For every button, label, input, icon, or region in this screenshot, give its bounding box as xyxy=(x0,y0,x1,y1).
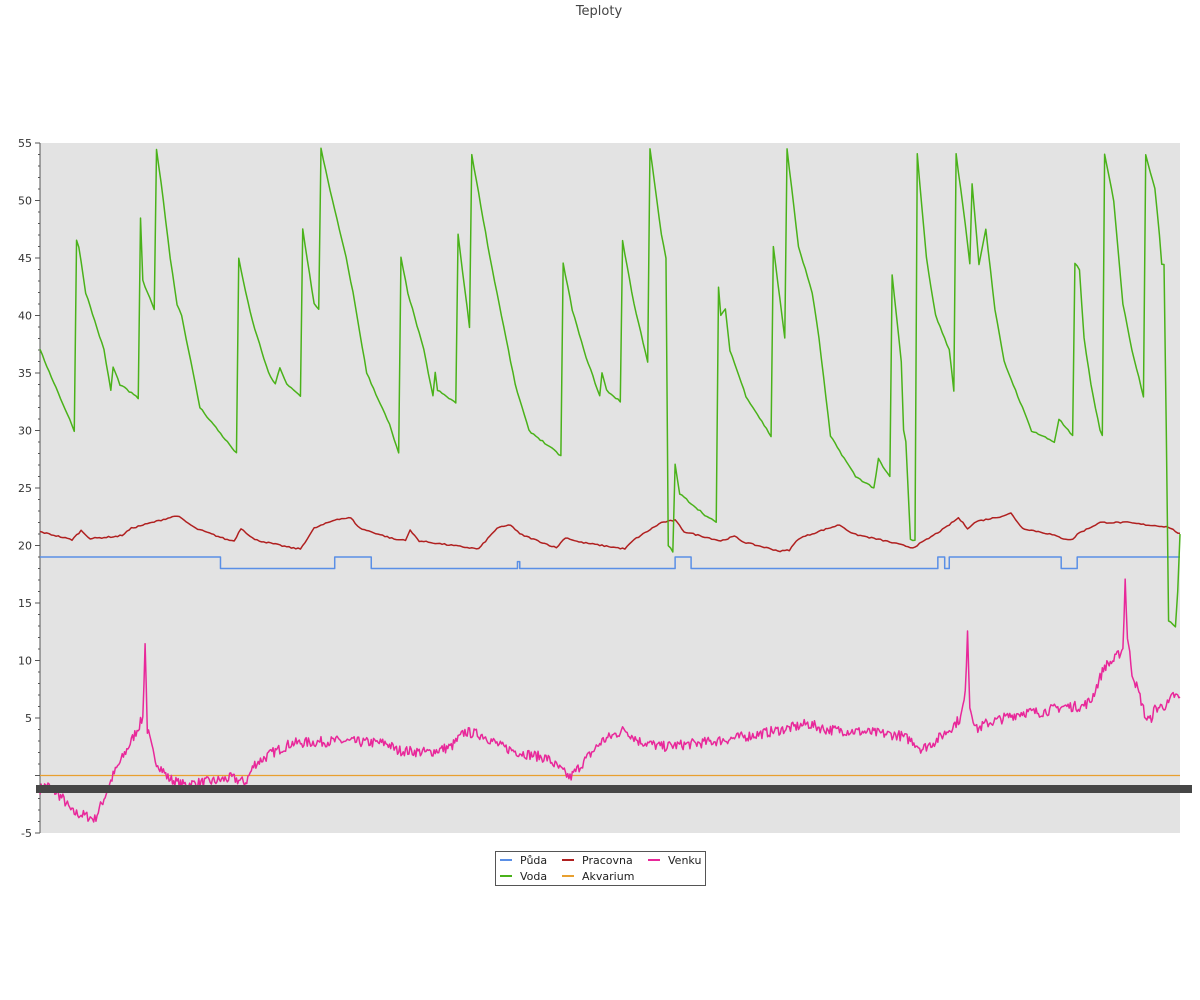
series-line-venku xyxy=(39,578,1181,823)
series-line-půda xyxy=(40,556,1180,570)
y-tick-label: 40 xyxy=(18,310,32,323)
y-tick-label: 50 xyxy=(18,195,32,208)
legend-item-pracovna: Pracovna xyxy=(562,854,633,867)
y-tick-label: 15 xyxy=(18,597,32,610)
legend-label: Pracovna xyxy=(582,854,633,867)
legend-label: Akvarium xyxy=(582,870,634,883)
legend-item-voda: Voda xyxy=(500,870,547,883)
y-tick-label: -5 xyxy=(21,827,32,840)
legend-box xyxy=(495,851,706,886)
y-tick-label: 55 xyxy=(18,137,32,150)
y-axis: -5 5 10 15 20 25 30 35 40 45 50 55 xyxy=(18,137,41,840)
x-tick-labels-overlap-band xyxy=(36,785,1192,793)
series-line-pracovna xyxy=(39,512,1181,553)
legend: Půda Voda Pracovna Akvarium Venku xyxy=(495,851,706,886)
series-line-voda xyxy=(39,147,1181,628)
legend-item-venku: Venku xyxy=(648,854,701,867)
y-tick-label: 20 xyxy=(18,540,32,553)
y-tick-label: 35 xyxy=(18,367,32,380)
legend-label: Půda xyxy=(520,854,547,867)
y-tick-label: 25 xyxy=(18,482,32,495)
series-layer xyxy=(39,147,1181,823)
y-tick-label: 30 xyxy=(18,425,32,438)
y-tick-label: 5 xyxy=(25,712,32,725)
chart-title: Teploty xyxy=(575,4,623,19)
y-tick-label: 45 xyxy=(18,252,32,265)
legend-label: Venku xyxy=(668,854,701,867)
legend-item-akvarium: Akvarium xyxy=(562,870,634,883)
plot-area xyxy=(40,143,1180,833)
legend-label: Voda xyxy=(520,870,547,883)
legend-item-půda: Půda xyxy=(500,854,547,867)
y-tick-label: 10 xyxy=(18,655,32,668)
